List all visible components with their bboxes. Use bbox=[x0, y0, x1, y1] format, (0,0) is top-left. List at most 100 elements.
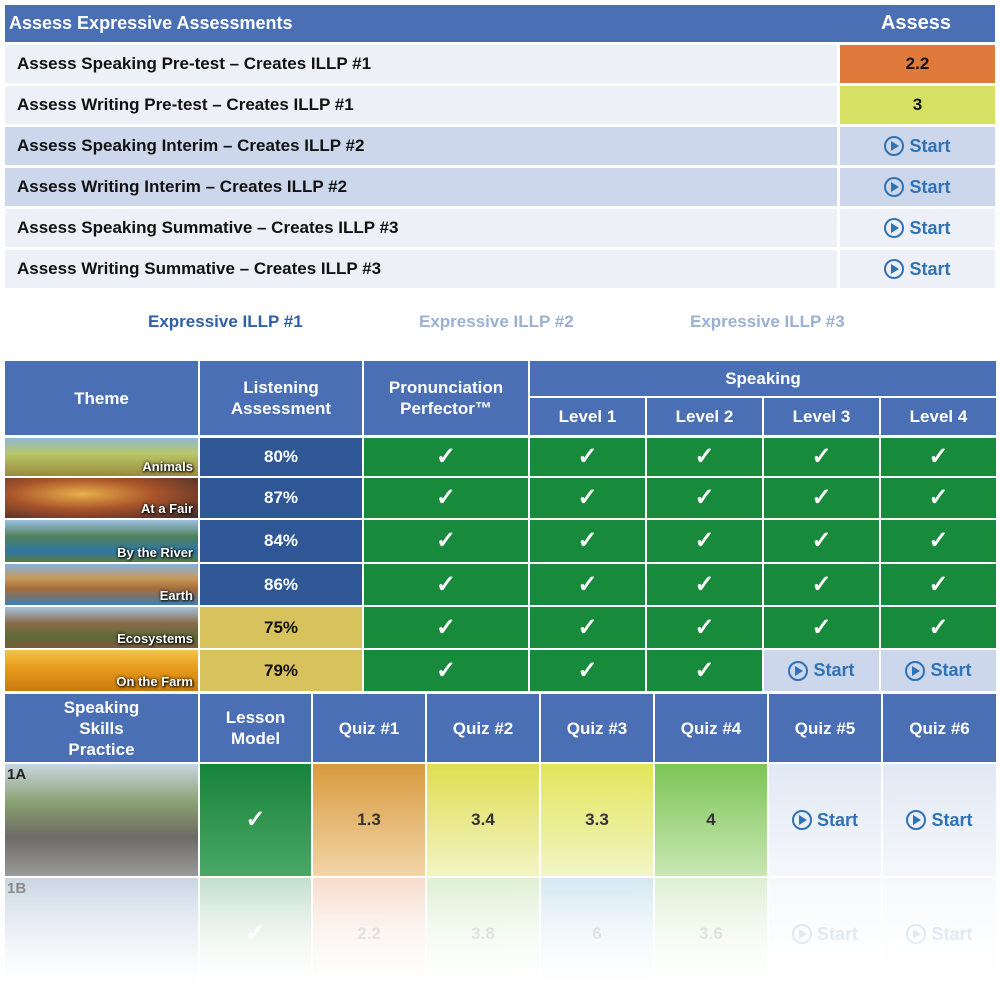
theme-label: By the River bbox=[117, 545, 193, 560]
listening-score[interactable]: 79% bbox=[200, 650, 362, 691]
unit-label: 1A bbox=[7, 766, 27, 783]
start-button[interactable]: Start bbox=[788, 660, 855, 681]
level-2-check[interactable]: ✓ bbox=[647, 438, 762, 476]
start-button[interactable]: Start bbox=[906, 923, 973, 945]
start-button[interactable]: Start bbox=[791, 923, 858, 945]
quiz-3-score[interactable]: 3.3 bbox=[541, 764, 653, 876]
lesson-model-check[interactable]: ✓ bbox=[200, 878, 311, 990]
quiz-4-score[interactable]: 4 bbox=[655, 764, 767, 876]
listening-score[interactable]: 87% bbox=[200, 478, 362, 518]
speaking-header: Speaking bbox=[530, 361, 996, 396]
assessment-row: Assess Writing Pre-test – Creates ILLP #… bbox=[5, 86, 995, 124]
level-4-check[interactable]: ✓ bbox=[881, 438, 996, 476]
assessment-row: Assess Speaking Interim – Creates ILLP #… bbox=[5, 127, 995, 165]
level-2-check[interactable]: ✓ bbox=[647, 650, 762, 691]
start-label: Start bbox=[813, 660, 855, 680]
level-2-header: Level 2 bbox=[647, 398, 762, 435]
quiz-1-score[interactable]: 2.2 bbox=[313, 878, 425, 990]
theme-label: Ecosystems bbox=[117, 631, 193, 646]
tab-expressive-illp-3[interactable]: Expressive ILLP #3 bbox=[690, 312, 845, 331]
assessment-label: Assess Writing Pre-test – Creates ILLP #… bbox=[5, 86, 837, 124]
level-1-check[interactable]: ✓ bbox=[530, 478, 645, 518]
start-button[interactable]: Start bbox=[884, 250, 951, 288]
quiz-4-score[interactable]: 3.6 bbox=[655, 878, 767, 990]
check-icon: ✓ bbox=[694, 570, 715, 598]
unit-thumbnail-1b[interactable]: 1B bbox=[5, 878, 198, 990]
theme-thumbnail-at-a-fair[interactable]: At a Fair bbox=[5, 478, 198, 518]
level-3-check[interactable]: ✓ bbox=[764, 564, 879, 605]
level-3-check[interactable]: ✓ bbox=[764, 520, 879, 562]
start-button[interactable]: Start bbox=[884, 168, 951, 206]
pronunciation-check[interactable]: ✓ bbox=[364, 650, 528, 691]
assessment-score[interactable]: 2.2 bbox=[837, 45, 995, 83]
check-icon: ✓ bbox=[928, 570, 949, 598]
start-button[interactable]: Start bbox=[905, 660, 972, 681]
level-4-check[interactable]: ✓ bbox=[881, 607, 996, 648]
level-1-check[interactable]: ✓ bbox=[530, 607, 645, 648]
theme-thumbnail-by-the-river[interactable]: By the River bbox=[5, 520, 198, 562]
level-4-header: Level 4 bbox=[881, 398, 996, 435]
start-label: Start bbox=[909, 136, 951, 156]
quiz-6-start: Start bbox=[883, 878, 996, 990]
level-3-check[interactable]: ✓ bbox=[764, 607, 879, 648]
start-label: Start bbox=[931, 923, 973, 944]
listening-score[interactable]: 75% bbox=[200, 607, 362, 648]
tab-expressive-illp-1[interactable]: Expressive ILLP #1 bbox=[148, 312, 303, 331]
level-3-check[interactable]: ✓ bbox=[764, 478, 879, 518]
quiz-1-score[interactable]: 1.3 bbox=[313, 764, 425, 876]
assessment-score[interactable]: 3 bbox=[837, 86, 995, 124]
level-3-check[interactable]: ✓ bbox=[764, 438, 879, 476]
theme-label: Animals bbox=[142, 459, 193, 474]
level-1-check[interactable]: ✓ bbox=[530, 564, 645, 605]
check-icon: ✓ bbox=[435, 613, 457, 641]
assessment-action: Start bbox=[837, 209, 995, 247]
level-1-check[interactable]: ✓ bbox=[530, 520, 645, 562]
assessments-title: Assess Expressive Assessments bbox=[9, 13, 293, 33]
level-2-check[interactable]: ✓ bbox=[647, 520, 762, 562]
level-4-check[interactable]: ✓ bbox=[881, 564, 996, 605]
assessments-table: Assess Expressive Assessments Assess Ass… bbox=[5, 5, 995, 288]
level-2-check[interactable]: ✓ bbox=[647, 478, 762, 518]
assessment-label: Assess Speaking Summative – Creates ILLP… bbox=[5, 209, 837, 247]
assessments-header: Assess Expressive Assessments Assess bbox=[5, 5, 995, 42]
level-1-check[interactable]: ✓ bbox=[530, 650, 645, 691]
quiz-5-header: Quiz #5 bbox=[769, 694, 881, 762]
level-2-check[interactable]: ✓ bbox=[647, 564, 762, 605]
listening-score[interactable]: 86% bbox=[200, 564, 362, 605]
theme-thumbnail-ecosystems[interactable]: Ecosystems bbox=[5, 607, 198, 648]
assessment-action: Start bbox=[837, 127, 995, 165]
play-icon bbox=[905, 660, 926, 681]
start-button[interactable]: Start bbox=[791, 810, 858, 831]
unit-thumbnail-1a[interactable]: 1A bbox=[5, 764, 198, 876]
pronunciation-check[interactable]: ✓ bbox=[364, 564, 528, 605]
theme-thumbnail-on-the-farm[interactable]: On the Farm bbox=[5, 650, 198, 691]
quiz-2-score[interactable]: 3.4 bbox=[427, 764, 539, 876]
check-icon: ✓ bbox=[928, 443, 949, 470]
theme-thumbnail-animals[interactable]: Animals bbox=[5, 438, 198, 476]
listening-score[interactable]: 84% bbox=[200, 520, 362, 562]
check-icon: ✓ bbox=[577, 570, 598, 598]
pronunciation-check[interactable]: ✓ bbox=[364, 607, 528, 648]
theme-label: Earth bbox=[159, 588, 193, 603]
lesson-model-check[interactable]: ✓ bbox=[200, 764, 311, 876]
start-label: Start bbox=[909, 177, 951, 197]
check-icon: ✓ bbox=[811, 443, 832, 470]
start-button[interactable]: Start bbox=[906, 810, 973, 831]
start-button[interactable]: Start bbox=[884, 127, 951, 165]
listening-score[interactable]: 80% bbox=[200, 438, 362, 476]
level-4-check[interactable]: ✓ bbox=[881, 520, 996, 562]
level-1-check[interactable]: ✓ bbox=[530, 438, 645, 476]
pronunciation-check[interactable]: ✓ bbox=[364, 438, 528, 476]
pronunciation-check[interactable]: ✓ bbox=[364, 478, 528, 518]
pronunciation-check[interactable]: ✓ bbox=[364, 520, 528, 562]
start-label: Start bbox=[816, 923, 858, 944]
tab-expressive-illp-2[interactable]: Expressive ILLP #2 bbox=[419, 312, 574, 331]
level-2-check[interactable]: ✓ bbox=[647, 607, 762, 648]
check-icon: ✓ bbox=[435, 484, 457, 511]
theme-thumbnail-earth[interactable]: Earth bbox=[5, 564, 198, 605]
start-button[interactable]: Start bbox=[884, 209, 951, 247]
level-4-check[interactable]: ✓ bbox=[881, 478, 996, 518]
quiz-3-score[interactable]: 6 bbox=[541, 878, 653, 990]
quiz-2-score[interactable]: 3.8 bbox=[427, 878, 539, 990]
assessment-action: Start bbox=[837, 250, 995, 288]
